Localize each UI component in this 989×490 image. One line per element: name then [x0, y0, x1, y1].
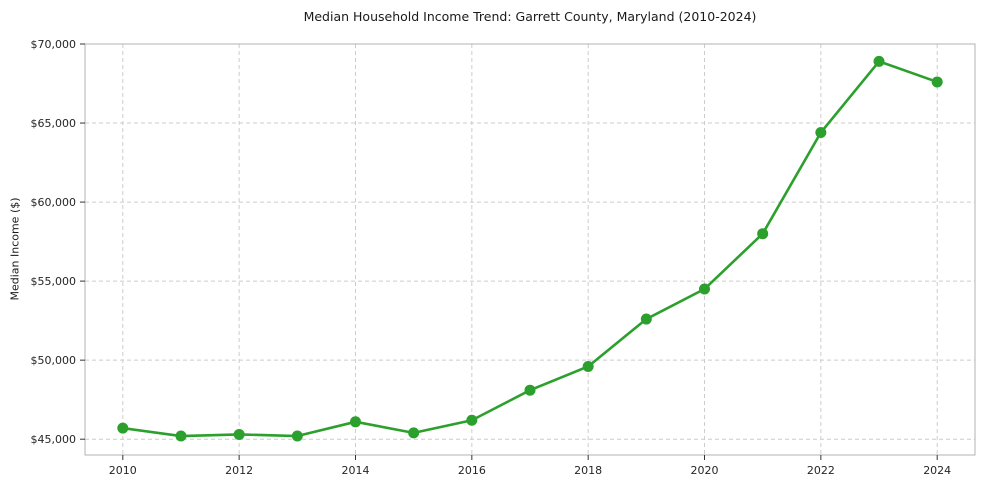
y-tick-label: $50,000	[31, 354, 77, 367]
x-tick-label: 2018	[574, 464, 602, 477]
data-point-marker	[757, 228, 769, 240]
y-tick-label: $65,000	[31, 117, 77, 130]
data-point-marker	[175, 430, 187, 442]
data-point-marker	[699, 283, 711, 295]
x-tick-label: 2024	[923, 464, 951, 477]
x-tick-label: 2010	[109, 464, 137, 477]
x-tick-label: 2022	[807, 464, 835, 477]
data-point-marker	[233, 428, 245, 440]
y-tick-label: $60,000	[31, 196, 77, 209]
plot-border	[84, 43, 976, 456]
x-tick-label: 2014	[341, 464, 369, 477]
x-tick-label: 2020	[691, 464, 719, 477]
data-point-marker	[582, 360, 594, 372]
income-trend-line	[121, 60, 939, 438]
data-point-marker	[524, 384, 536, 396]
data-point-marker	[466, 414, 478, 426]
data-point-marker	[873, 55, 885, 67]
y-tick-label: $45,000	[31, 433, 77, 446]
data-point-marker	[931, 76, 943, 88]
data-point-marker	[291, 430, 303, 442]
y-tick-label: $55,000	[31, 275, 77, 288]
data-point-marker	[640, 313, 652, 325]
data-point-marker	[408, 427, 420, 439]
x-tick-label: 2012	[225, 464, 253, 477]
y-tick-label: $70,000	[31, 38, 77, 51]
data-point-marker	[349, 416, 361, 428]
chart-title: Median Household Income Trend: Garrett C…	[303, 9, 757, 24]
data-point-marker	[117, 422, 129, 434]
x-tick-label: 2016	[458, 464, 486, 477]
data-point-marker	[815, 127, 827, 139]
